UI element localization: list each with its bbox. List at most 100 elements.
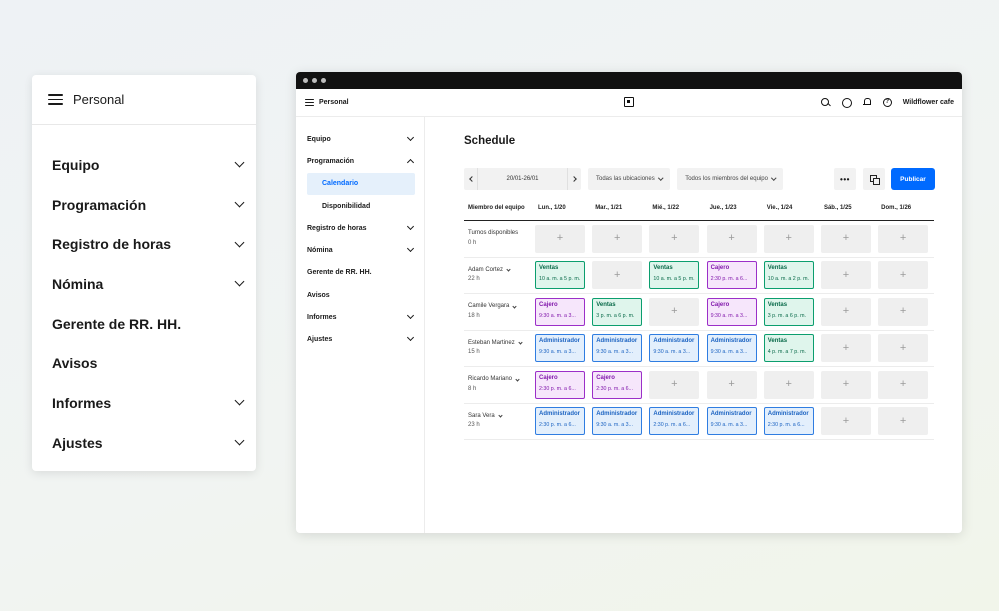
shift-card[interactable]: Administrador 9:30 a. m. a 3... — [592, 334, 643, 363]
shift-card[interactable]: Ventas 10 a. m. a 5 p. m. — [535, 261, 585, 290]
sidebar-item-informes[interactable]: Informes — [303, 306, 415, 328]
sidebar-item-nomina[interactable]: Nómina — [303, 239, 415, 261]
shift-card[interactable]: Ventas 4 p. m. a 7 p. m. — [763, 334, 814, 363]
shift-time: 9:30 a. m. a 3... — [539, 349, 576, 356]
chevron-down-icon — [234, 276, 245, 287]
add-shift-button[interactable]: + — [878, 407, 929, 436]
shift-card[interactable]: Cajero 2:30 p. m. a 6... — [535, 370, 585, 399]
member-cell[interactable]: Esteban Martinez 15 h — [464, 339, 534, 358]
add-shift-button[interactable]: + — [649, 297, 700, 326]
mobile-nav-item-ajustes[interactable]: Ajustes — [32, 423, 256, 463]
sidebar-item-gerente-de-rr-hh[interactable]: Gerente de RR. HH. — [303, 262, 415, 284]
add-shift-button[interactable]: + — [820, 407, 871, 436]
mobile-nav-item-programacion[interactable]: Programación — [32, 185, 256, 225]
member-name-wrap: Camile Vergara — [468, 302, 534, 311]
member-cell[interactable]: Camile Vergara 18 h — [464, 302, 534, 321]
mobile-nav-item-gerente-de-rr-hh[interactable]: Gerente de RR. HH. — [32, 304, 256, 344]
chevron-down-icon — [234, 157, 245, 168]
sidebar-item-ajustes[interactable]: Ajustes — [303, 329, 415, 351]
sidebar-item-calendario[interactable]: Calendario — [307, 172, 415, 195]
search-icon[interactable] — [820, 97, 832, 109]
prev-week-button[interactable] — [464, 168, 477, 190]
add-shift-button[interactable]: + — [820, 224, 871, 253]
day-header: Mar., 1/21 — [595, 205, 623, 211]
hamburger-menu-icon[interactable] — [48, 94, 63, 105]
shift-card[interactable]: Cajero 2:30 p. m. a 6... — [592, 370, 643, 399]
locations-dropdown[interactable]: Todas las ubicaciones — [588, 168, 671, 190]
business-name[interactable]: Wildflower cafe — [902, 99, 954, 106]
shift-card[interactable]: Administrador 2:30 p. m. a 6... — [649, 407, 700, 436]
bell-icon[interactable] — [862, 97, 874, 109]
date-range[interactable]: 20/01-26/01 — [477, 168, 568, 190]
shift-card[interactable]: Ventas 10 a. m. a 5 p. m. — [649, 261, 700, 290]
chevron-down-icon — [406, 222, 415, 230]
shift-card[interactable]: Administrador 2:30 p. m. a 6... — [763, 407, 814, 436]
shift-card[interactable]: Administrador 9:30 a. m. a 3... — [535, 334, 585, 363]
mobile-nav-item-label: Gerente de RR. HH. — [52, 315, 182, 332]
sidebar-item-programacion[interactable]: Programación — [303, 150, 415, 172]
add-shift-button[interactable]: + — [706, 224, 757, 253]
shift-card[interactable]: Ventas 10 a. m. a 2 p. m. — [763, 261, 814, 290]
window-titlebar — [296, 72, 962, 89]
help-icon[interactable]: ? — [882, 98, 892, 107]
shift-card[interactable]: Administrador 9:30 a. m. a 3... — [649, 334, 700, 363]
mobile-nav-item-nomina[interactable]: Nómina — [32, 264, 256, 304]
shift-card[interactable]: Administrador 9:30 a. m. a 3... — [706, 334, 757, 363]
chat-icon[interactable] — [841, 97, 853, 109]
chevron-down-icon — [234, 197, 245, 208]
shift-card[interactable]: Administrador 2:30 p. m. a 6... — [535, 407, 585, 436]
shift-card[interactable]: Cajero 9:30 a. m. a 3... — [535, 297, 585, 326]
add-shift-button[interactable]: + — [878, 261, 929, 290]
mobile-nav-item-label: Registro de horas — [52, 236, 172, 253]
more-options-button[interactable]: ••• — [834, 168, 856, 190]
members-dropdown[interactable]: Todos los miembros del equipo — [677, 168, 784, 190]
add-shift-button[interactable]: + — [649, 224, 700, 253]
add-shift-button[interactable]: + — [820, 261, 871, 290]
shift-card[interactable]: Administrador 9:30 a. m. a 3... — [592, 407, 643, 436]
member-name-wrap: Sara Vera — [468, 412, 534, 421]
member-name: Camile Vergara — [468, 303, 510, 310]
add-shift-button[interactable]: + — [763, 224, 814, 253]
square-logo-icon[interactable] — [624, 97, 634, 107]
shift-time: 9:30 a. m. a 3... — [596, 422, 633, 429]
shift-time: 2:30 p. m. a 6... — [596, 385, 633, 392]
chevron-right-icon — [570, 176, 577, 182]
mobile-nav-item-avisos[interactable]: Avisos — [32, 343, 256, 383]
member-cell[interactable]: Ricardo Mariano 8 h — [464, 375, 534, 394]
shift-card[interactable]: Cajero 9:30 a. m. a 3... — [706, 297, 757, 326]
member-cell[interactable]: Adam Cortez 22 h — [464, 266, 534, 285]
add-shift-button[interactable]: + — [706, 370, 757, 399]
add-shift-button[interactable]: + — [820, 370, 871, 399]
sidebar-item-registro-de-horas[interactable]: Registro de horas — [303, 217, 415, 239]
sidebar-item-label: Disponibilidad — [322, 202, 371, 210]
publish-button[interactable]: Publicar — [891, 168, 935, 190]
add-shift-button[interactable]: + — [592, 261, 643, 290]
shift-card[interactable]: Ventas 3 p. m. a 6 p. m. — [763, 297, 814, 326]
add-shift-button[interactable]: + — [649, 370, 700, 399]
add-shift-button[interactable]: + — [763, 370, 814, 399]
shift-card[interactable]: Ventas 3 p. m. a 6 p. m. — [592, 297, 643, 326]
mobile-nav-list: Equipo Programación Registro de horas Nómin… — [32, 125, 256, 463]
add-shift-button[interactable]: + — [820, 334, 871, 363]
add-shift-button[interactable]: + — [878, 370, 929, 399]
mobile-nav-item-equipo[interactable]: Equipo — [32, 145, 256, 185]
copy-schedule-button[interactable] — [863, 168, 885, 190]
sidebar-item-disponibilidad[interactable]: Disponibilidad — [303, 195, 415, 217]
mobile-nav-item-registro-de-horas[interactable]: Registro de horas — [32, 224, 256, 264]
sidebar-item-avisos[interactable]: Avisos — [303, 284, 415, 306]
hamburger-menu-icon[interactable] — [305, 99, 314, 106]
next-week-button[interactable] — [568, 168, 581, 190]
add-shift-button[interactable]: + — [878, 224, 929, 253]
shift-role: Administrador — [539, 411, 581, 418]
shift-card[interactable]: Cajero 2:30 p. m. a 6... — [706, 261, 757, 290]
add-shift-button[interactable]: + — [820, 297, 871, 326]
mobile-nav-item-informes[interactable]: Informes — [32, 383, 256, 423]
shift-card[interactable]: Administrador 9:30 a. m. a 3... — [706, 407, 757, 436]
member-cell[interactable]: Sara Vera 23 h — [464, 412, 534, 431]
add-shift-button[interactable]: + — [878, 297, 929, 326]
shift-role: Cajero — [539, 301, 558, 308]
add-shift-button[interactable]: + — [878, 334, 929, 363]
add-shift-button[interactable]: + — [592, 224, 643, 253]
sidebar-item-equipo[interactable]: Equipo — [303, 128, 415, 150]
add-shift-button[interactable]: + — [535, 224, 585, 253]
